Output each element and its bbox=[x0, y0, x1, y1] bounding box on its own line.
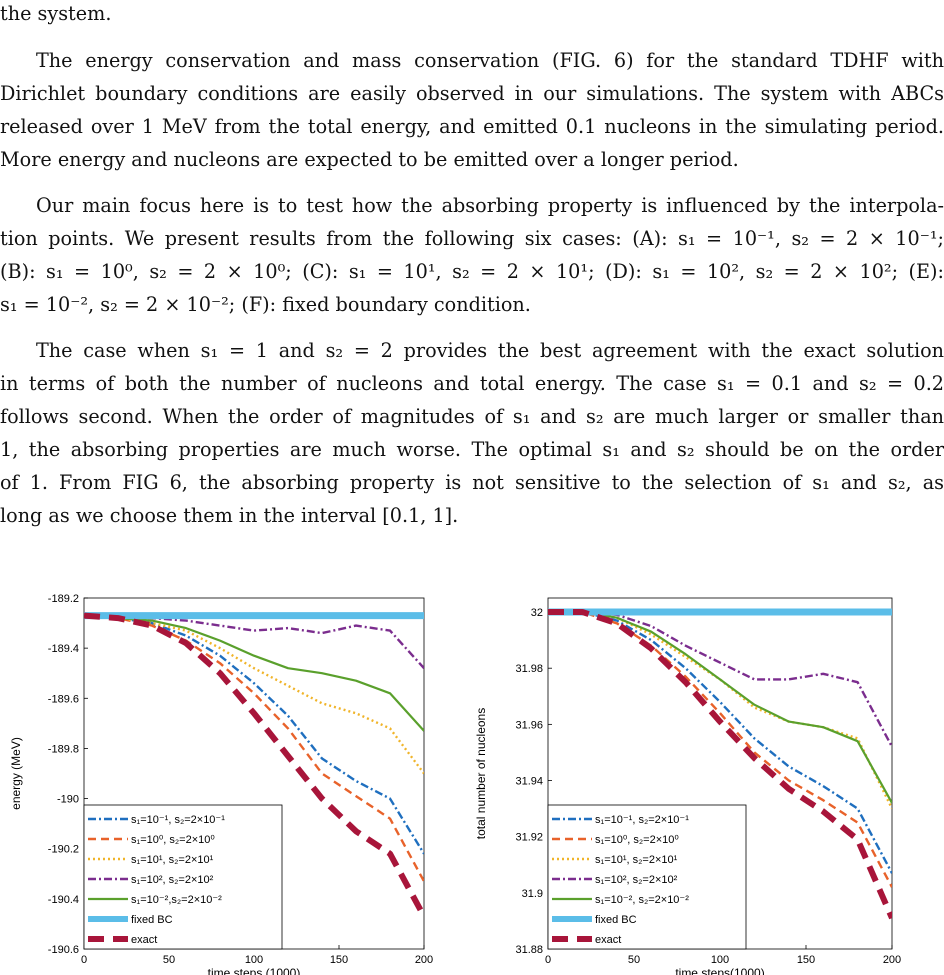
legend-label: s₁=10⁻²,s₂=2×10⁻² bbox=[131, 894, 222, 906]
paragraph-line: released over 1 MeV from the total energ… bbox=[0, 115, 944, 138]
y-tick-label: 31.94 bbox=[515, 776, 543, 788]
x-axis-label: time steps(1000) bbox=[675, 966, 764, 975]
paragraph-line: s₁ = 10⁻², s₂ = 2 × 10⁻²; (F): fixed bou… bbox=[0, 293, 531, 316]
series-line bbox=[84, 614, 424, 732]
x-tick-label: 0 bbox=[545, 954, 551, 966]
y-tick-label: -189.4 bbox=[48, 643, 79, 655]
y-tick-label: 32 bbox=[531, 607, 543, 619]
legend-label: s₁=10⁻¹, s₂=2×10⁻¹ bbox=[131, 814, 225, 826]
y-tick-label: 31.96 bbox=[515, 719, 543, 731]
y-tick-label: -190.2 bbox=[48, 844, 79, 856]
y-tick-label: -190 bbox=[57, 794, 79, 806]
legend-label: s₁=10⁻¹, s₂=2×10⁻¹ bbox=[595, 814, 689, 826]
paragraph-line: The energy conservation and mass conserv… bbox=[36, 49, 944, 72]
x-tick-label: 50 bbox=[163, 954, 175, 966]
y-tick-label: -189.2 bbox=[48, 593, 79, 605]
paragraph-line: 1, the absorbing properties are much wor… bbox=[0, 438, 944, 461]
series-line bbox=[548, 610, 892, 748]
y-tick-label: 31.92 bbox=[515, 832, 543, 844]
x-tick-label: 50 bbox=[628, 954, 640, 966]
legend-label: s₁=10¹, s₂=2×10¹ bbox=[595, 854, 678, 866]
y-tick-label: 31.98 bbox=[515, 663, 543, 675]
series-line bbox=[84, 614, 424, 775]
x-tick-label: 200 bbox=[883, 954, 901, 966]
series-line bbox=[548, 610, 892, 804]
paragraph-line: (B): s₁ = 10⁰, s₂ = 2 × 10⁰; (C): s₁ = 1… bbox=[0, 260, 944, 283]
y-tick-label: 31.88 bbox=[515, 944, 543, 956]
x-tick-label: 100 bbox=[245, 954, 263, 966]
y-tick-label: -189.8 bbox=[48, 743, 79, 755]
x-tick-label: 0 bbox=[81, 954, 87, 966]
y-axis-label: total number of nucleons bbox=[474, 708, 488, 839]
legend-label: s₁=10⁻², s₂=2×10⁻² bbox=[595, 894, 689, 906]
legend-label: s₁=10², s₂=2×10² bbox=[131, 874, 214, 886]
legend-label: fixed BC bbox=[131, 914, 173, 926]
legend bbox=[547, 804, 747, 950]
paragraph-line: tion points. We present results from the… bbox=[0, 227, 944, 250]
y-tick-label: 31.9 bbox=[522, 888, 543, 900]
paragraph-line: Our main focus here is to test how the a… bbox=[36, 194, 944, 217]
legend-label: exact bbox=[131, 934, 157, 946]
energy-chart: -189.2 -189.4 -189.6 -189.8 -190 -190.2 -190.4… bbox=[9, 593, 433, 975]
legend-label: fixed BC bbox=[595, 914, 637, 926]
paragraph-line: More energy and nucleons are expected to… bbox=[0, 148, 739, 171]
legend-label: s₁=10¹, s₂=2×10¹ bbox=[131, 854, 214, 866]
x-tick-label: 150 bbox=[330, 954, 348, 966]
x-tick-label: 150 bbox=[797, 954, 815, 966]
nucleons-chart: 31.88 31.9 31.92 31.94 31.96 31.98 32 0 50 100 150… bbox=[474, 597, 901, 975]
legend-label: s₁=10⁰, s₂=2×10⁰ bbox=[595, 834, 679, 846]
x-tick-label: 100 bbox=[711, 954, 729, 966]
legend-label: s₁=10², s₂=2×10² bbox=[595, 874, 678, 886]
legend-label: exact bbox=[595, 934, 621, 946]
y-tick-label: -190.6 bbox=[48, 944, 79, 956]
legend bbox=[83, 804, 283, 950]
paragraph-line: The case when s₁ = 1 and s₂ = 2 provides… bbox=[36, 339, 944, 362]
x-axis-label: time steps (1000) bbox=[208, 966, 301, 975]
legend-label: s₁=10⁰, s₂=2×10⁰ bbox=[131, 834, 215, 846]
paragraph-line: Dirichlet boundary conditions are easily… bbox=[0, 82, 944, 105]
paragraph-line: in terms of both the number of nucleons … bbox=[0, 372, 944, 395]
paragraph-line: of 1. From FIG 6, the absorbing property… bbox=[0, 471, 944, 494]
paragraph-line: long as we choose them in the interval [… bbox=[0, 504, 459, 527]
series-line bbox=[84, 614, 424, 855]
series-line bbox=[84, 612, 424, 918]
paragraph-line: the system. bbox=[0, 2, 112, 25]
y-tick-label: -189.6 bbox=[48, 693, 79, 705]
series-line bbox=[548, 609, 892, 920]
paragraph-line: follows second. When the order of magnit… bbox=[0, 405, 944, 428]
y-axis-label: energy (MeV) bbox=[9, 737, 23, 810]
y-tick-label: -190.4 bbox=[48, 894, 79, 906]
x-tick-label: 200 bbox=[415, 954, 433, 966]
